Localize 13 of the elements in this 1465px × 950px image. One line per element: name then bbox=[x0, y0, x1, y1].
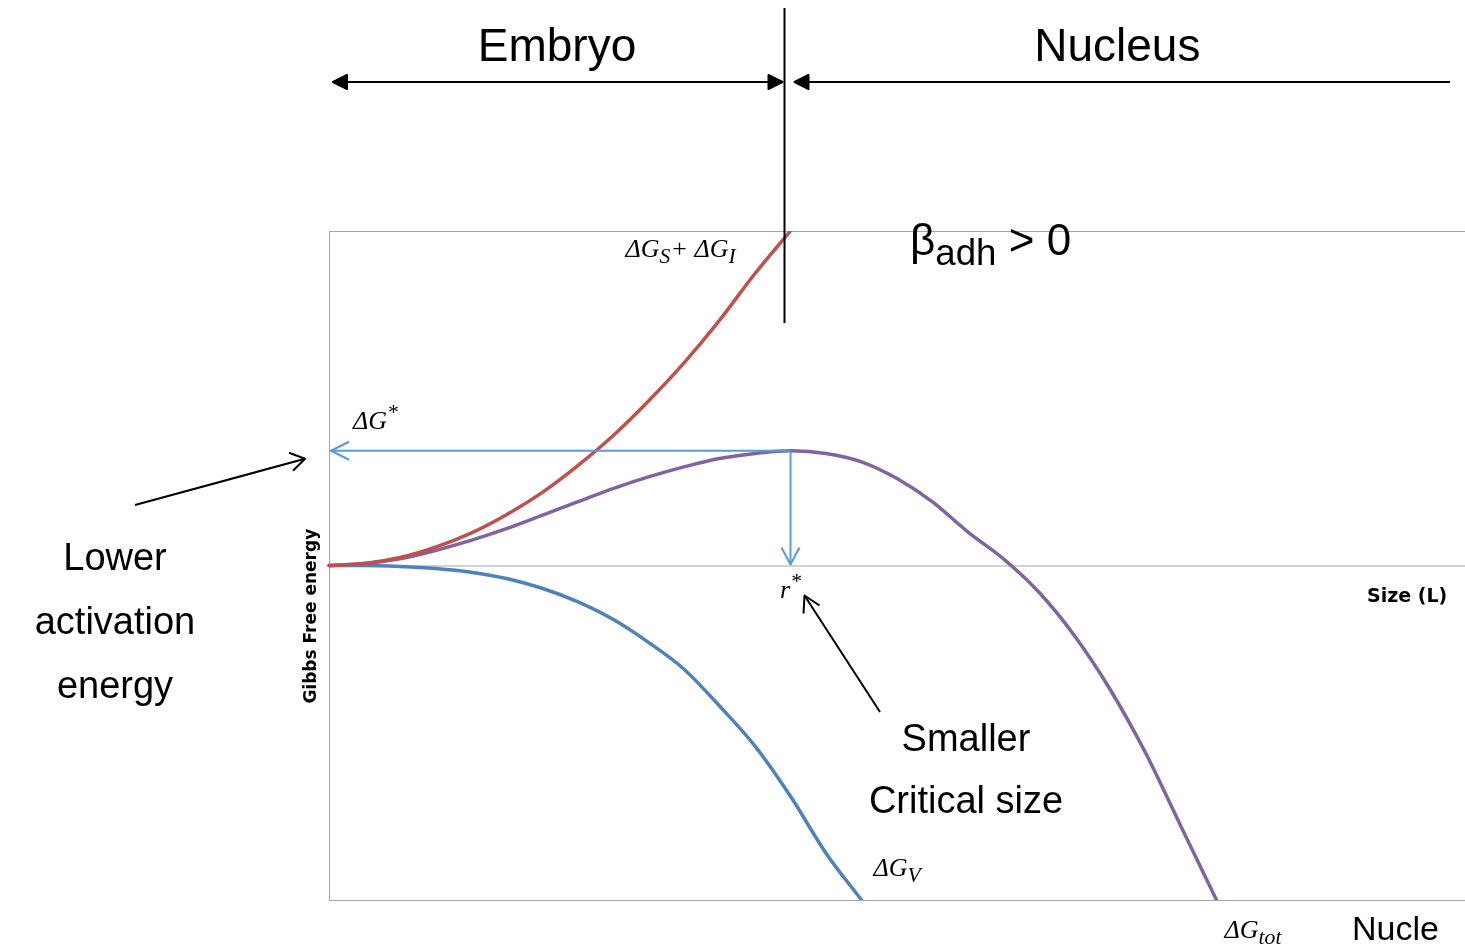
text: Nucle bbox=[1352, 908, 1439, 949]
annotation: r$^{*}$ bbox=[780, 567, 801, 605]
series-label: ΔG$_{V}$ bbox=[873, 852, 921, 889]
text: Nucleus bbox=[1034, 18, 1201, 73]
x-axis-title: Size (L) bbox=[1367, 583, 1448, 607]
annotation: Smaller Critical size bbox=[867, 716, 1065, 823]
annotation: β$_{adh}$ > 0 bbox=[910, 214, 1072, 275]
text: Lower activation energy bbox=[33, 535, 197, 708]
y-axis-title: Gibbs Free energy bbox=[299, 528, 321, 704]
series-label: ΔG$_{tot}$ bbox=[1224, 914, 1282, 950]
annotation: ΔG$^{*}$ bbox=[353, 398, 398, 436]
text: Embryo bbox=[477, 18, 637, 73]
series-label: ΔG$_{S}$+ ΔG$_{I}$ bbox=[625, 233, 736, 270]
